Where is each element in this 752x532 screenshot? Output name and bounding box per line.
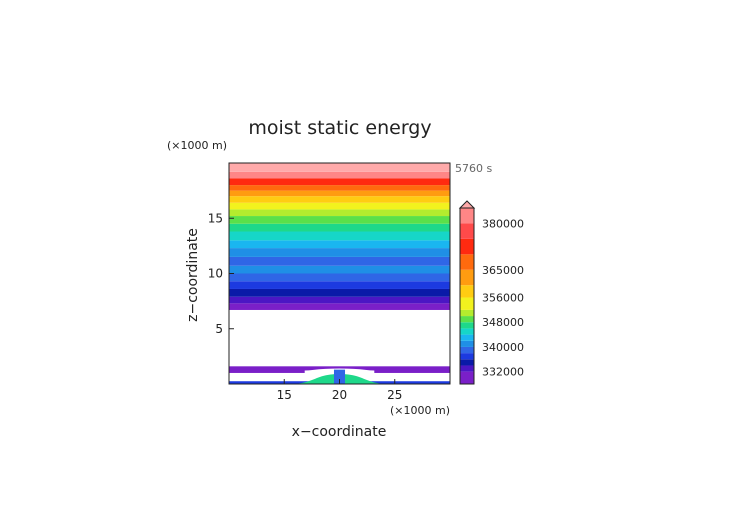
colorbar-swatch-13 <box>460 269 474 286</box>
chart-title: moist static energy <box>248 117 431 139</box>
mse-band-13 <box>229 202 450 210</box>
mse-band-15 <box>229 190 450 197</box>
colorbar-tick-label-0: 332000 <box>482 366 524 379</box>
y-tick-label-1: 10 <box>208 267 223 281</box>
colorbar-swatch-14 <box>460 254 474 270</box>
colorbar-swatch-4 <box>460 346 474 354</box>
x-tick-label-1: 20 <box>332 388 347 402</box>
mse-band-19 <box>229 163 450 172</box>
colorbar-swatch-1 <box>460 365 474 372</box>
colorbar-swatch-6 <box>460 334 474 341</box>
y-axis-ticks: 5 10 15 <box>208 211 234 336</box>
colorbar-swatch-9 <box>460 316 474 323</box>
mse-band-17 <box>229 178 450 186</box>
colorbar-ticks: 332000 340000 348000 356000 365000 380000 <box>482 217 524 378</box>
colorbar-swatch-5 <box>460 340 474 347</box>
colorbar-tick-label-5: 380000 <box>482 217 524 230</box>
mse-band-9 <box>229 231 450 241</box>
colorbar-swatch-17 <box>460 208 474 224</box>
mse-band-0 <box>229 303 450 310</box>
colorbar-swatch-15 <box>460 238 474 255</box>
mse-band-3 <box>229 281 450 289</box>
colorbar-swatch-12 <box>460 285 474 298</box>
mse-band-7 <box>229 248 450 257</box>
surface-plume-3 <box>333 369 346 384</box>
colorbar-swatch-10 <box>460 309 474 317</box>
x-axis-unit: (×1000 m) <box>390 404 450 417</box>
mse-band-10 <box>229 223 450 232</box>
x-axis-label: x−coordinate <box>292 424 387 440</box>
colorbar-tick-label-3: 356000 <box>482 292 524 305</box>
mse-band-5 <box>229 265 450 274</box>
colorbar-swatch-0 <box>460 371 474 384</box>
x-axis-ticks: 15 20 25 <box>277 379 402 402</box>
colorbar-swatch-7 <box>460 328 474 335</box>
colorbar-tick-label-4: 365000 <box>482 264 524 277</box>
y-axis-label: z−coordinate <box>185 228 201 322</box>
mse-band-11 <box>229 216 450 224</box>
mse-band-14 <box>229 196 450 203</box>
mse-band-2 <box>229 288 450 297</box>
mse-band-1 <box>229 296 450 304</box>
mse-band-4 <box>229 273 450 282</box>
mse-band-12 <box>229 209 450 217</box>
plot-area <box>229 163 450 384</box>
y-tick-label-0: 5 <box>215 322 223 336</box>
y-tick-label-2: 15 <box>208 211 223 225</box>
colorbar-swatch-16 <box>460 223 474 239</box>
time-label: 5760 s <box>455 162 492 175</box>
y-axis-unit: (×1000 m) <box>167 139 227 152</box>
colorbar-tick-label-2: 348000 <box>482 316 524 329</box>
mse-band-8 <box>229 240 450 249</box>
colorbar-swatch-8 <box>460 322 474 329</box>
colorbar-extend-arrow <box>458 200 476 209</box>
colorbar-tick-label-1: 340000 <box>482 341 524 354</box>
x-tick-label-0: 15 <box>277 388 292 402</box>
mse-band-6 <box>229 256 450 266</box>
colorbar-swatch-3 <box>460 353 474 360</box>
colorbar <box>458 200 476 385</box>
colorbar-swatch-11 <box>460 297 474 310</box>
colorbar-swatch-2 <box>460 359 474 366</box>
mse-band-18 <box>229 171 450 179</box>
x-tick-label-2: 25 <box>387 388 402 402</box>
mse-band-16 <box>229 185 450 191</box>
